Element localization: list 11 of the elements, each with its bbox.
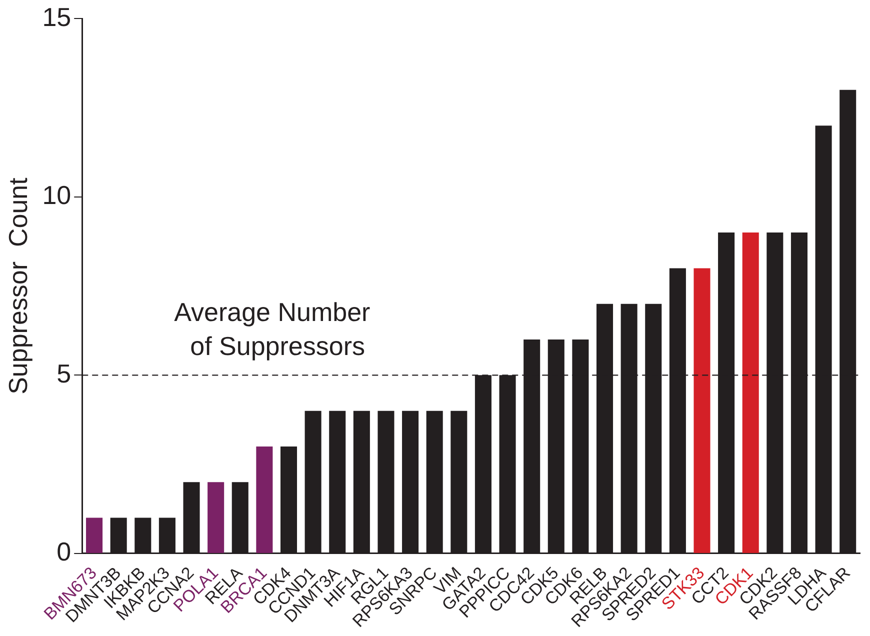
y-tick-label: 10: [42, 180, 72, 210]
bar: [742, 232, 759, 553]
y-axis-title: Suppressor Count: [2, 176, 33, 394]
y-tick-label: 15: [42, 2, 72, 32]
bar: [256, 446, 273, 553]
bar: [208, 482, 224, 553]
y-tick-label: 0: [56, 536, 72, 567]
bar: [86, 518, 103, 553]
bar: [694, 268, 710, 553]
y-tick-label: 5: [56, 358, 72, 388]
ref-line-label: Average Number of Suppressors: [174, 297, 371, 362]
